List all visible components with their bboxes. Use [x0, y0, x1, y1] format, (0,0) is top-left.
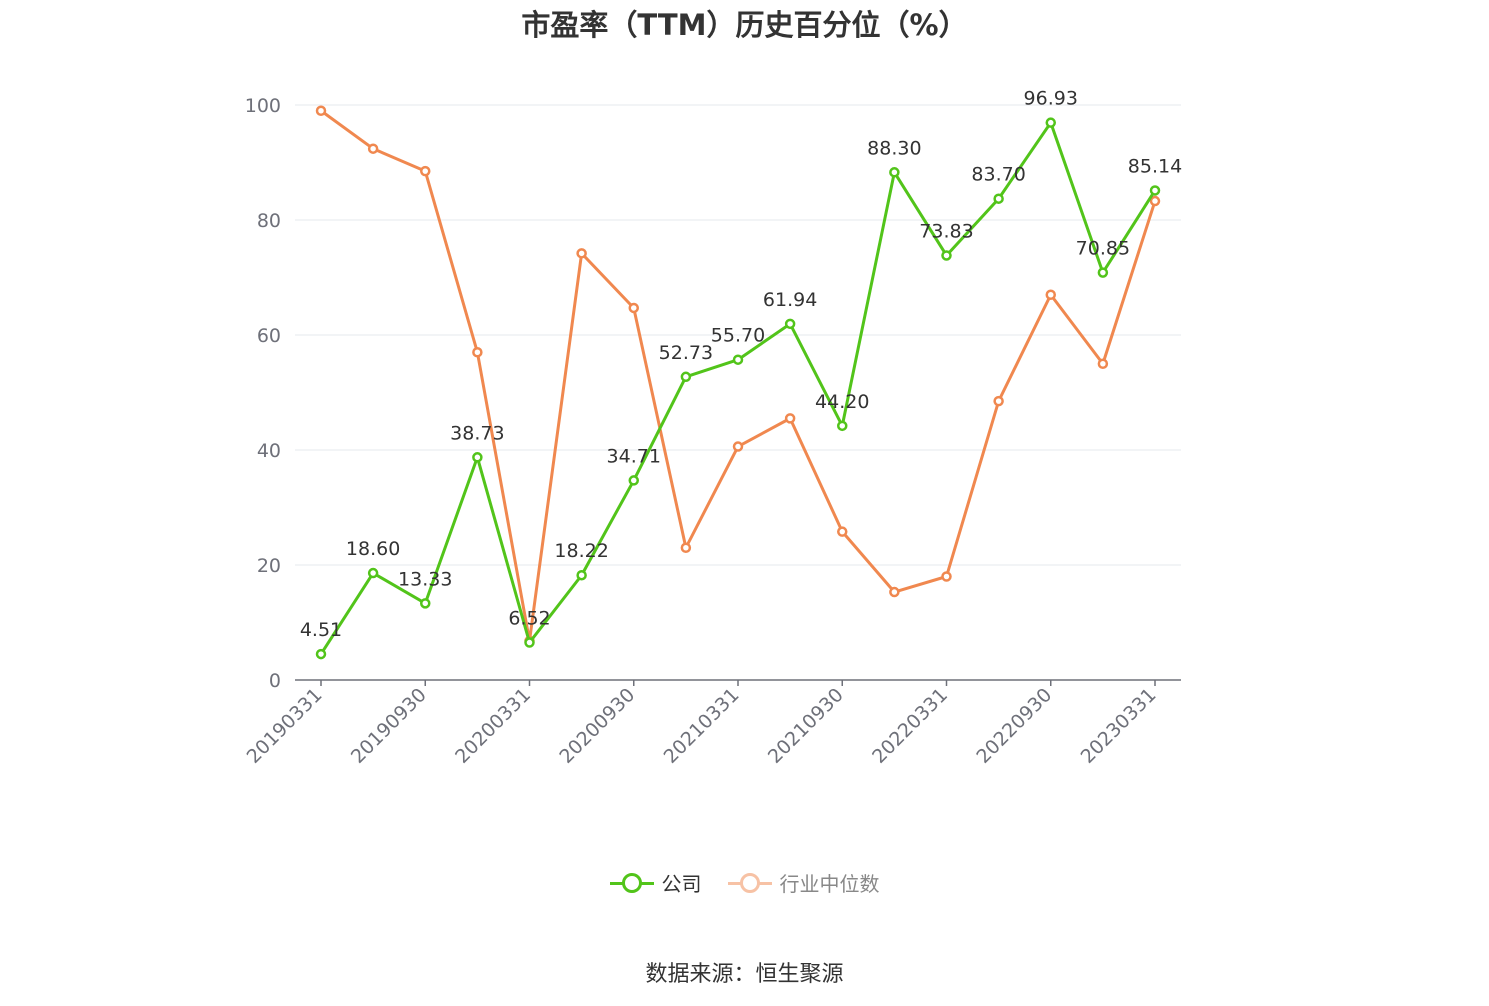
y-tick-label-60: 60 — [257, 325, 281, 347]
axes: 0 20 40 60 80 100 20190331 20190930 20200331 2020… — [243, 95, 1181, 768]
legend-label-company: 公司 — [661, 872, 702, 896]
point-company-20230331 — [1149, 185, 1161, 196]
point-company-20221231 — [1097, 267, 1109, 278]
y-tick-label-100: 100 — [245, 95, 281, 117]
x-tick-label-20210930: 20210930 — [764, 684, 848, 768]
point-industry-median-20220930 — [1045, 289, 1056, 300]
point-industry-median-20190930 — [420, 165, 431, 177]
series — [315, 105, 1161, 660]
data-label-company-20200930: 34.71 — [607, 445, 661, 467]
point-company-20190630 — [367, 567, 379, 579]
data-label-company-20220630: 83.70 — [971, 164, 1025, 186]
data-label-company-20230331: 85.14 — [1128, 155, 1182, 177]
point-company-20200630 — [576, 569, 587, 581]
point-industry-median-20211231 — [889, 586, 900, 598]
point-company-20220630 — [993, 193, 1004, 204]
x-tick-label-20220930: 20220930 — [972, 684, 1056, 768]
point-company-20210630 — [784, 318, 796, 330]
point-company-20220930 — [1045, 117, 1056, 128]
data-label-company-20210630: 61.94 — [763, 289, 817, 311]
point-industry-median-20210930 — [837, 526, 848, 537]
point-company-20190930 — [420, 598, 431, 609]
point-industry-median-20221231 — [1097, 358, 1109, 369]
x-tick-label-20190331: 20190331 — [243, 684, 327, 768]
data-label-company-20200331: 6.52 — [508, 608, 550, 630]
y-tick-label-20: 20 — [257, 555, 281, 577]
point-industry-median-20200930 — [628, 302, 639, 314]
point-industry-median-20190331 — [315, 105, 327, 116]
data-label-company-20220930: 96.93 — [1024, 88, 1078, 110]
legend: 公司 行业中位数 — [0, 868, 1489, 897]
point-company-20210331 — [732, 354, 744, 365]
y-tick-label-40: 40 — [257, 440, 281, 462]
y-tick-label-0: 0 — [269, 670, 281, 692]
point-company-20211231 — [889, 167, 900, 178]
point-industry-median-20220630 — [993, 395, 1004, 407]
point-company-20191231 — [472, 452, 483, 463]
data-source: 数据来源：恒生聚源 — [645, 962, 844, 987]
x-tick-label-20220331: 20220331 — [868, 684, 952, 768]
x-tick-label-20210331: 20210331 — [660, 684, 744, 768]
point-industry-median-20201231 — [680, 542, 692, 553]
data-label-company-20190630: 18.60 — [346, 538, 400, 560]
data-label-company-20220331: 73.83 — [919, 220, 973, 242]
data-label-company-20190331: 4.51 — [300, 619, 342, 641]
x-tick-label-20230331: 20230331 — [1077, 684, 1161, 768]
x-tick-label-20200930: 20200930 — [555, 684, 639, 768]
data-label-company-20210930: 44.20 — [815, 391, 869, 413]
series-line-industry-median — [320, 109, 1157, 643]
legend-item-industry-median[interactable]: 行业中位数 — [727, 868, 880, 897]
data-labels: 4.51 18.60 13.33 38.73 6.52 18.22 34.71 52.7355… — [300, 88, 1182, 641]
point-company-20220331 — [941, 250, 952, 261]
point-industry-median-20230331 — [1149, 195, 1161, 207]
legend-swatch-company — [609, 872, 654, 893]
data-label-company-20191231: 38.73 — [450, 422, 504, 444]
point-industry-median-20210331 — [732, 441, 744, 452]
legend-label-industry-median: 行业中位数 — [779, 872, 880, 896]
x-tick-label-20190930: 20190930 — [347, 684, 431, 768]
data-label-company-20190930: 13.33 — [398, 568, 452, 590]
point-industry-median-20220331 — [941, 571, 952, 582]
legend-swatch-industry-median — [727, 872, 772, 893]
point-industry-median-20191231 — [472, 347, 483, 358]
data-label-company-20210331: 55.70 — [711, 325, 765, 347]
data-label-company-20200630: 18.22 — [554, 540, 608, 562]
point-company-20200331 — [524, 637, 535, 648]
data-label-company-20221231: 70.85 — [1076, 238, 1130, 260]
y-tick-label-80: 80 — [257, 210, 281, 232]
point-company-20201231 — [680, 371, 692, 383]
chart-title: 市盈率（TTM）历史百分位（%） — [521, 8, 968, 42]
data-label-company-20201231: 52.73 — [659, 342, 713, 364]
point-company-20210930 — [837, 420, 848, 432]
point-industry-median-20200630 — [576, 248, 587, 259]
point-industry-median-20210630 — [784, 413, 796, 424]
point-company-20190331 — [315, 648, 327, 660]
data-label-company-20211231: 88.30 — [867, 137, 921, 159]
x-tick-label-20200331: 20200331 — [451, 684, 535, 768]
point-industry-median-20190630 — [367, 143, 379, 154]
legend-item-company[interactable]: 公司 — [609, 868, 702, 897]
point-company-20200930 — [628, 475, 639, 486]
